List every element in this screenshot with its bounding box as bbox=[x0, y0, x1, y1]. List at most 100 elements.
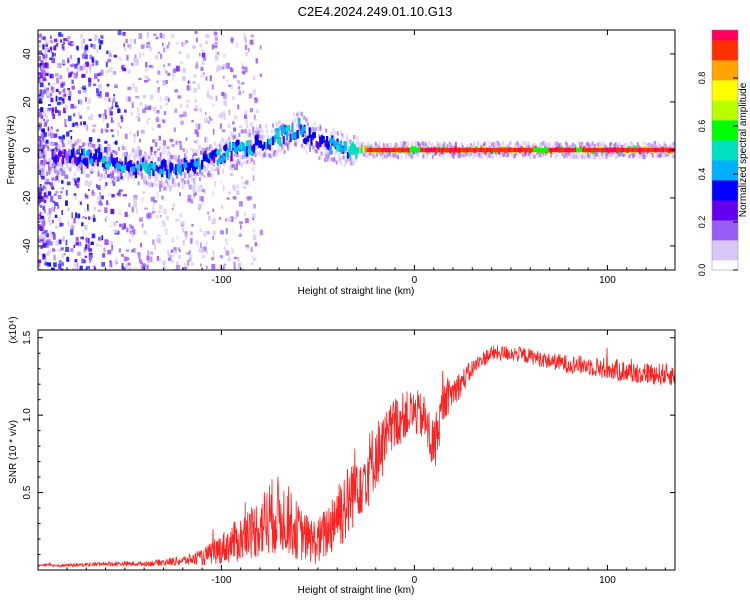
spectrogram-halo bbox=[300, 143, 303, 148]
spectrogram-speckle bbox=[90, 241, 94, 245]
spectrogram-core bbox=[455, 147, 458, 153]
spectrogram-speckle bbox=[233, 115, 238, 120]
spectrogram-speckle bbox=[114, 230, 118, 233]
spectrogram-core bbox=[503, 147, 506, 153]
spectrogram-core bbox=[491, 147, 493, 153]
spectrogram-halo bbox=[448, 143, 450, 148]
spectrogram-speckle bbox=[156, 115, 159, 119]
spectrogram-speckle bbox=[88, 180, 93, 185]
spectrogram-halo bbox=[201, 171, 204, 176]
spectrogram-speckle bbox=[144, 207, 148, 210]
spectrogram-halo bbox=[570, 144, 573, 149]
colorbar-step bbox=[712, 248, 738, 251]
spectrogram-blob bbox=[98, 152, 103, 160]
spectrogram-speckle bbox=[38, 135, 42, 141]
spectrogram-cell bbox=[75, 157, 78, 166]
spectrogram-speckle bbox=[79, 265, 83, 270]
spectrogram-halo bbox=[436, 143, 439, 148]
spectrogram-halo bbox=[186, 156, 189, 161]
spectrogram-halo bbox=[144, 159, 147, 164]
spectrogram-speckle bbox=[55, 95, 58, 102]
spectrogram-speckle bbox=[159, 32, 163, 38]
spectrogram-speckle bbox=[80, 121, 82, 126]
spectrogram-halo bbox=[134, 156, 137, 161]
spectrogram-speckle bbox=[87, 209, 89, 212]
spectrogram-halo bbox=[124, 173, 127, 177]
spectrogram-halo bbox=[360, 142, 362, 147]
colorbar-step bbox=[712, 210, 738, 213]
colorbar-step bbox=[712, 78, 738, 81]
spectrogram-speckle bbox=[101, 235, 104, 241]
colorbar-step bbox=[712, 170, 738, 173]
spectrogram-speckle bbox=[244, 37, 247, 43]
spectrogram-speckle bbox=[55, 176, 57, 182]
spectrogram-halo bbox=[226, 156, 229, 161]
spectrogram-speckle bbox=[148, 64, 153, 68]
colorbar-step bbox=[712, 88, 738, 91]
spectrogram-speckle bbox=[245, 244, 249, 248]
spectrogram-halo bbox=[287, 143, 289, 148]
spectrogram-speckle bbox=[56, 102, 61, 106]
spectrogram-speckle bbox=[42, 43, 47, 48]
spectrogram-speckle bbox=[244, 66, 248, 73]
spectrogram-speckle bbox=[57, 240, 60, 245]
spectrogram-blob bbox=[58, 150, 63, 157]
spectrogram-halo bbox=[94, 160, 97, 165]
spectrogram-core bbox=[617, 147, 620, 153]
spectrogram-halo bbox=[173, 180, 176, 185]
spectrogram-speckle bbox=[38, 260, 41, 267]
spectrogram-speckle bbox=[222, 63, 227, 70]
spectrogram-halo bbox=[321, 132, 324, 137]
spectrogram-speckle bbox=[251, 167, 255, 172]
spectrogram-speckle bbox=[206, 265, 208, 269]
spectrogram-speckle bbox=[162, 221, 166, 228]
spectrogram-halo bbox=[587, 142, 589, 146]
spectrogram-speckle bbox=[98, 44, 102, 50]
spectrogram-speckle bbox=[45, 194, 49, 199]
spectrogram-speckle bbox=[38, 215, 40, 219]
spectrogram-halo bbox=[304, 117, 307, 122]
spectrogram-speckle bbox=[161, 220, 164, 225]
colorbar-step bbox=[712, 134, 738, 137]
spectrogram-speckle bbox=[88, 244, 91, 249]
spectrogram-halo bbox=[119, 159, 122, 164]
y-tick-label: 1.5 bbox=[22, 330, 33, 344]
spectrogram-speckle bbox=[247, 197, 251, 201]
spectrogram-blob bbox=[351, 143, 356, 151]
spectrogram-speckle bbox=[50, 86, 54, 91]
spectrogram-halo bbox=[63, 157, 66, 162]
spectrogram-halo bbox=[458, 154, 461, 159]
spectrogram-speckle bbox=[73, 244, 76, 248]
spectrogram-halo bbox=[619, 145, 622, 150]
spectrogram-halo bbox=[145, 160, 148, 164]
spectrogram-halo bbox=[38, 143, 40, 148]
spectrogram-halo bbox=[642, 151, 645, 156]
spectrogram-halo bbox=[209, 144, 212, 149]
spectrogram-core bbox=[610, 147, 612, 153]
spectrogram-halo bbox=[618, 152, 621, 157]
spectrogram-speckle bbox=[127, 266, 132, 270]
spectrogram-speckle bbox=[68, 91, 72, 97]
spectrogram-cell bbox=[82, 148, 85, 157]
colorbar-step bbox=[712, 176, 738, 179]
spectrogram-speckle bbox=[197, 83, 201, 90]
spectrogram-core bbox=[423, 147, 425, 153]
spectrogram-speckle bbox=[54, 165, 57, 169]
spectrogram-speckle bbox=[178, 140, 181, 144]
spectrogram-speckle bbox=[214, 181, 217, 187]
spectrogram-speckle bbox=[76, 267, 80, 270]
spectrogram-halo bbox=[309, 137, 311, 142]
spectrogram-core bbox=[512, 147, 515, 153]
spectrogram-halo bbox=[319, 124, 322, 129]
spectrogram-halo bbox=[174, 182, 177, 187]
colorbar-tick-label: 0.4 bbox=[697, 168, 707, 181]
spectrogram-halo bbox=[336, 131, 339, 136]
spectrogram-core bbox=[370, 147, 373, 153]
spectrogram-cell bbox=[94, 149, 98, 160]
spectrogram-halo bbox=[341, 133, 344, 138]
spectrogram-halo bbox=[582, 152, 585, 157]
spectrogram-halo bbox=[164, 157, 167, 162]
spectrogram-speckle bbox=[202, 57, 207, 61]
spectrogram-halo bbox=[457, 151, 460, 156]
spectrogram-speckle bbox=[190, 238, 193, 244]
